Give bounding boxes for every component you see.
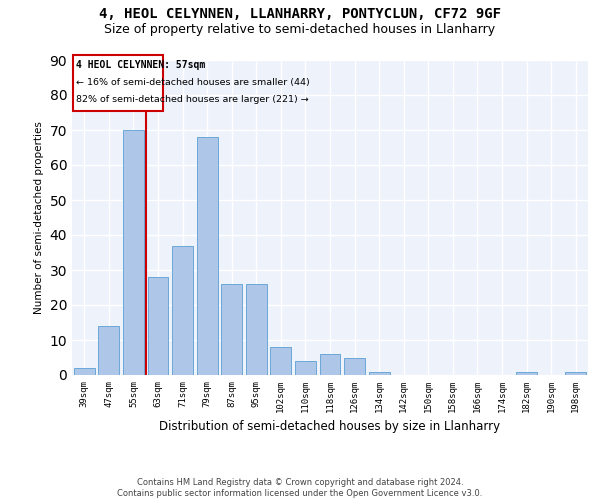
FancyBboxPatch shape [73, 54, 163, 111]
Bar [516, 372, 537, 375]
Text: ← 16% of semi-detached houses are smaller (44): ← 16% of semi-detached houses are smalle… [76, 78, 310, 86]
Bar [197, 137, 218, 375]
Text: 4 HEOL CELYNNEN: 57sqm: 4 HEOL CELYNNEN: 57sqm [76, 60, 205, 70]
Text: Contains HM Land Registry data © Crown copyright and database right 2024.
Contai: Contains HM Land Registry data © Crown c… [118, 478, 482, 498]
Bar [344, 358, 365, 375]
Bar [98, 326, 119, 375]
Bar [295, 361, 316, 375]
Bar [123, 130, 144, 375]
Bar [246, 284, 267, 375]
Text: Size of property relative to semi-detached houses in Llanharry: Size of property relative to semi-detach… [104, 22, 496, 36]
Text: 4, HEOL CELYNNEN, LLANHARRY, PONTYCLUN, CF72 9GF: 4, HEOL CELYNNEN, LLANHARRY, PONTYCLUN, … [99, 8, 501, 22]
Bar [320, 354, 340, 375]
Y-axis label: Number of semi-detached properties: Number of semi-detached properties [34, 121, 44, 314]
Text: 82% of semi-detached houses are larger (221) →: 82% of semi-detached houses are larger (… [76, 95, 308, 104]
Bar [271, 347, 292, 375]
X-axis label: Distribution of semi-detached houses by size in Llanharry: Distribution of semi-detached houses by … [160, 420, 500, 434]
Bar [172, 246, 193, 375]
Bar [368, 372, 389, 375]
Bar [565, 372, 586, 375]
Bar [74, 368, 95, 375]
Bar [148, 277, 169, 375]
Bar [221, 284, 242, 375]
